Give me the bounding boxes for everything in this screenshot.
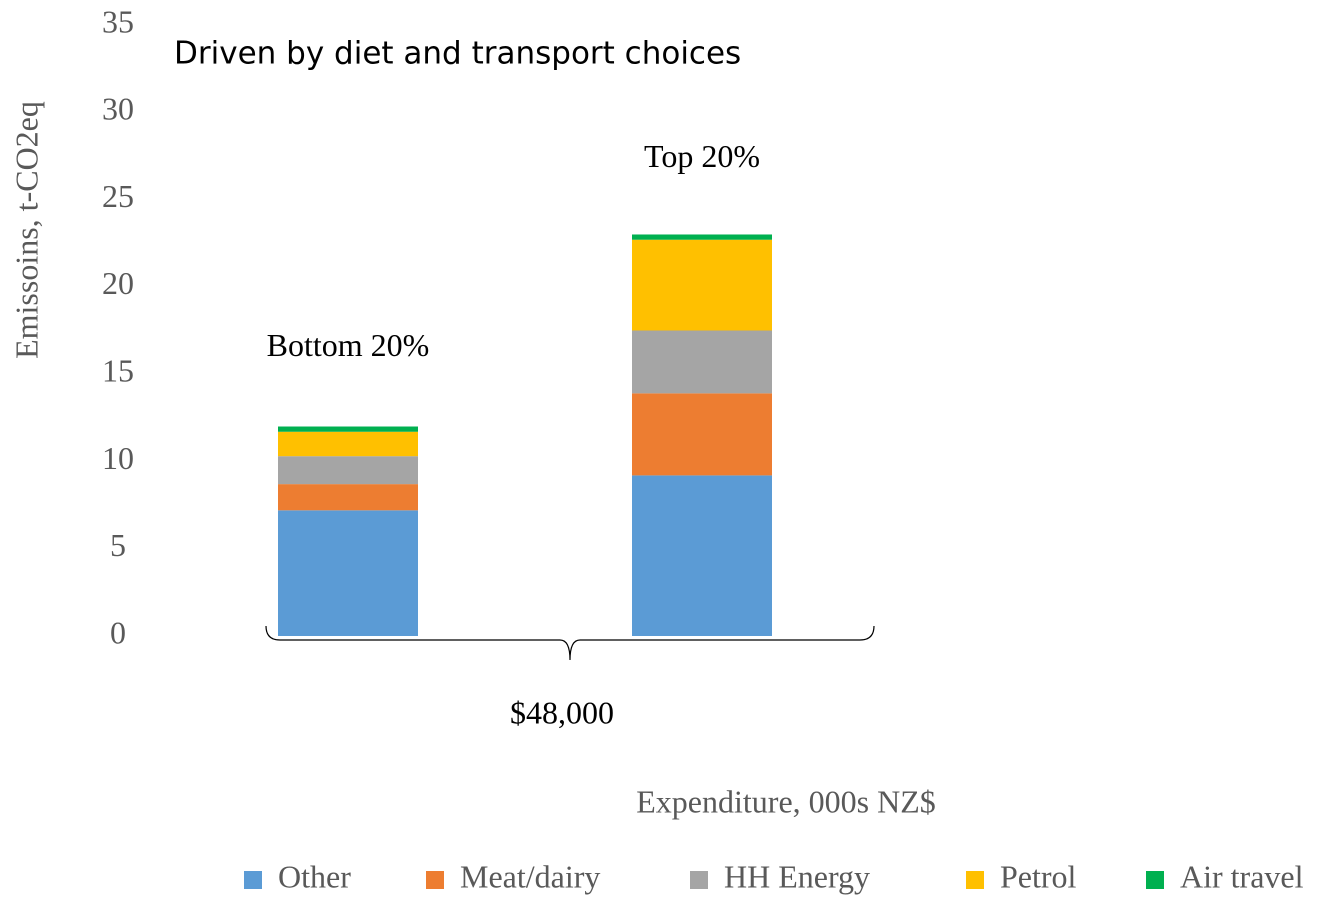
legend-swatch: [426, 871, 444, 889]
legend-swatch: [1146, 871, 1164, 889]
y-tick-label: 5: [110, 527, 126, 563]
y-axis-label: Emissoins, t-CO2eq: [8, 101, 44, 359]
y-tick-label: 30: [102, 91, 134, 127]
legend-label: Other: [278, 858, 351, 894]
brace: [265, 625, 875, 661]
legend-swatch: [966, 871, 984, 889]
legend-swatch: [690, 871, 708, 889]
x-axis-label: Expenditure, 000s NZ$: [636, 783, 936, 819]
annotation: $48,000: [510, 694, 614, 730]
bar-segment: [632, 393, 772, 476]
y-tick-label: 20: [102, 265, 134, 301]
bar-segment: [632, 239, 772, 331]
bar-segment: [278, 456, 418, 485]
bar-segment: [278, 426, 418, 432]
y-tick-label: 0: [110, 614, 126, 650]
legend-swatch: [244, 871, 262, 889]
legend-label: Petrol: [1000, 858, 1077, 894]
y-tick-label: 10: [102, 440, 134, 476]
chart-title: Driven by diet and transport choices: [174, 36, 741, 72]
bar-segment: [278, 484, 418, 511]
legend-label: Meat/dairy: [460, 858, 600, 894]
legend-label: Air travel: [1180, 858, 1304, 894]
bar-segment: [278, 510, 418, 636]
category-label: Top 20%: [644, 138, 760, 174]
legend-label: HH Energy: [724, 858, 870, 894]
bar-segment: [632, 330, 772, 394]
bar-segment: [632, 475, 772, 636]
bar-segment: [632, 234, 772, 240]
y-tick-label: 35: [102, 3, 134, 39]
y-tick-label: 15: [102, 352, 134, 388]
bar-segment: [278, 431, 418, 457]
category-label: Bottom 20%: [267, 327, 430, 363]
y-tick-label: 25: [102, 178, 134, 214]
